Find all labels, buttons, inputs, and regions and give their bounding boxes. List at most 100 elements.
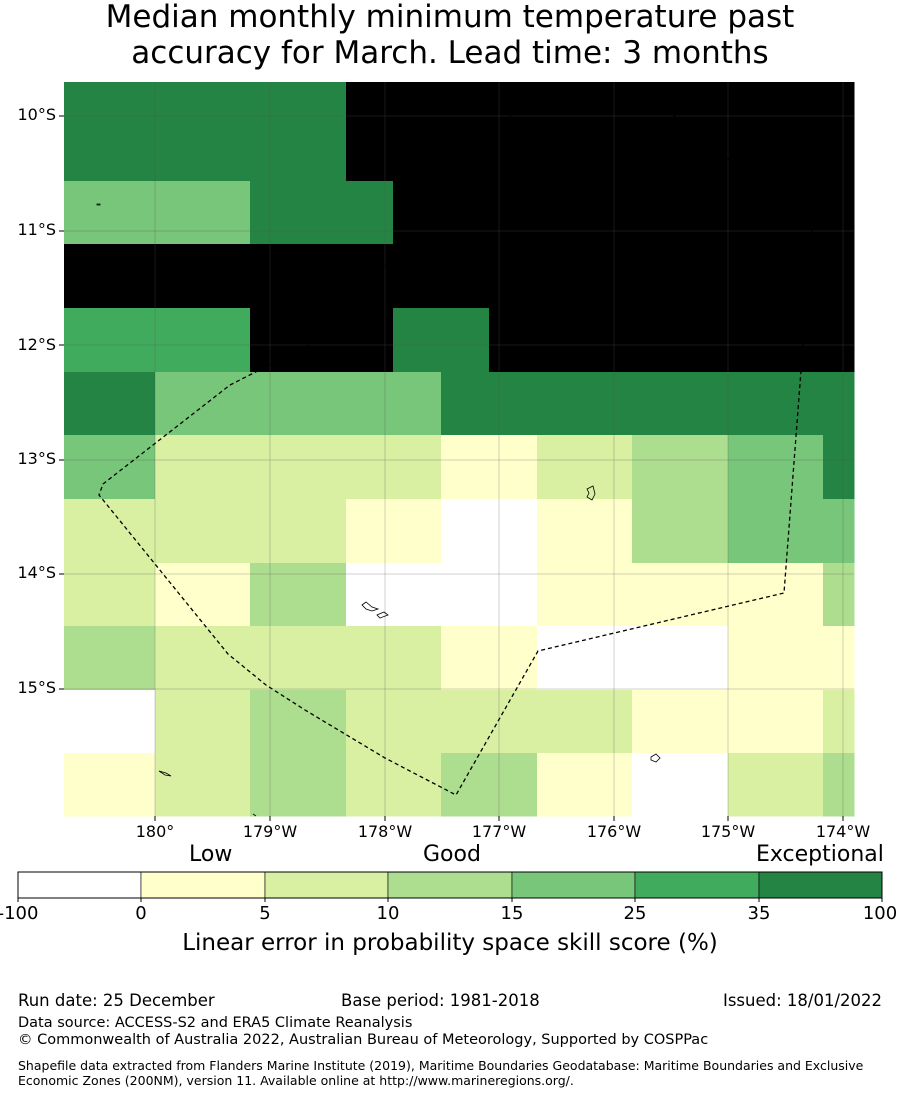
- colorbar-tick-label: 35: [747, 903, 771, 924]
- grid-cell: [776, 563, 824, 627]
- grid-cell: [728, 753, 777, 817]
- island-outline: [252, 813, 257, 817]
- grid-cell: [298, 499, 347, 564]
- grid-cell: [632, 435, 681, 500]
- grid-cell: [537, 690, 585, 754]
- grid-cell: [680, 563, 729, 627]
- grid-cell: [110, 563, 156, 627]
- grid-cell: [155, 308, 203, 373]
- grid-cell: [823, 690, 855, 754]
- quality-label-exceptional: Exceptional: [756, 842, 884, 867]
- grid-cell: [584, 499, 633, 564]
- grid-cell: [728, 308, 777, 373]
- grid-cell: [537, 82, 585, 182]
- grid-cell: [680, 626, 729, 691]
- grid-cell: [584, 690, 633, 754]
- colorbar-tick-label: 0: [135, 903, 147, 924]
- lat-label-14s: 14°S: [17, 563, 56, 582]
- colorbar-tick-label: 25: [623, 903, 647, 924]
- data-source: Data source: ACCESS-S2 and ERA5 Climate …: [18, 1015, 413, 1031]
- grid-cell: [346, 435, 394, 500]
- grid-cell: [202, 753, 251, 817]
- grid-cell: [728, 499, 777, 564]
- grid-cell: [64, 244, 111, 309]
- grid-cell: [489, 435, 538, 500]
- grid-cell: [110, 753, 156, 817]
- grid-cell: [632, 563, 681, 627]
- grid-cell: [441, 690, 490, 754]
- grid-cell: [346, 372, 394, 436]
- island-outline: [158, 770, 172, 777]
- grid-cell: [632, 690, 681, 754]
- grid-cell: [823, 82, 855, 182]
- grid-cell: [155, 181, 203, 245]
- grid-cell: [250, 244, 299, 309]
- grid-cell: [346, 753, 394, 817]
- grid-cell: [680, 181, 729, 245]
- grid-cell: [393, 690, 442, 754]
- colorbar-tick-label: 5: [259, 903, 271, 924]
- grid-cell: [393, 308, 442, 373]
- grid-cell: [346, 244, 394, 309]
- colorbar-segment: [511, 871, 636, 899]
- run-date: Run date: 25 December: [18, 991, 215, 1010]
- colorbar-tick-label: -100: [0, 903, 39, 924]
- grid-cell: [584, 626, 633, 691]
- grid-cell: [202, 499, 251, 564]
- colorbar: [17, 871, 883, 902]
- island-outline: [376, 611, 389, 619]
- grid-cell: [823, 372, 855, 436]
- island-outline: [361, 601, 380, 612]
- grid-cell: [155, 82, 203, 182]
- grid-cell: [202, 372, 251, 436]
- grid-cell: [64, 435, 111, 500]
- grid-cell: [155, 372, 203, 436]
- grid-cell: [680, 499, 729, 564]
- lat-label-12s: 12°S: [17, 335, 56, 354]
- grid-cell: [680, 308, 729, 373]
- grid-cell: [776, 244, 824, 309]
- eez-boundary: [98, 97, 813, 796]
- grid-cell: [776, 435, 824, 500]
- grid-cell: [346, 499, 394, 564]
- grid-cell: [393, 82, 442, 182]
- lon-label-180: 180°: [135, 822, 175, 841]
- grid-cell: [680, 690, 729, 754]
- grid-cell: [393, 435, 442, 500]
- colorbar-frame: [17, 871, 883, 899]
- grid-cell: [298, 308, 347, 373]
- lon-label-178w: 178°W: [357, 822, 413, 841]
- grid-cell: [110, 372, 156, 436]
- grid-cell: [64, 499, 111, 564]
- grid-cell: [202, 690, 251, 754]
- lon-label-179w: 179°W: [242, 822, 298, 841]
- grid-cell: [155, 626, 203, 691]
- colorbar-tick-label: 100: [862, 903, 898, 924]
- grid-cell: [441, 372, 490, 436]
- grid-cell: [489, 626, 538, 691]
- grid-cell: [489, 372, 538, 436]
- lat-label-11s: 11°S: [17, 220, 56, 239]
- grid-cell: [728, 626, 777, 691]
- grid-cell: [776, 690, 824, 754]
- grid-cell: [632, 626, 681, 691]
- grid-cell: [110, 626, 156, 691]
- colorbar-tick-label: 10: [376, 903, 400, 924]
- grid-cell: [489, 82, 538, 182]
- grid-cell: [110, 244, 156, 309]
- grid-cell: [584, 563, 633, 627]
- grid-cell: [441, 753, 490, 817]
- grid-cell: [776, 181, 824, 245]
- island-outline: [96, 203, 101, 206]
- grid-cell: [346, 563, 394, 627]
- issued-date: Issued: 18/01/2022: [722, 991, 882, 1010]
- grid-cell: [584, 181, 633, 245]
- grid-cell: [632, 244, 681, 309]
- colorbar-tick-label: 15: [500, 903, 524, 924]
- grid-cell: [202, 308, 251, 373]
- grid-cell: [776, 499, 824, 564]
- grid-cell: [64, 753, 111, 817]
- grid-cell: [64, 181, 111, 245]
- grid-cell: [632, 499, 681, 564]
- grid-cell: [441, 499, 490, 564]
